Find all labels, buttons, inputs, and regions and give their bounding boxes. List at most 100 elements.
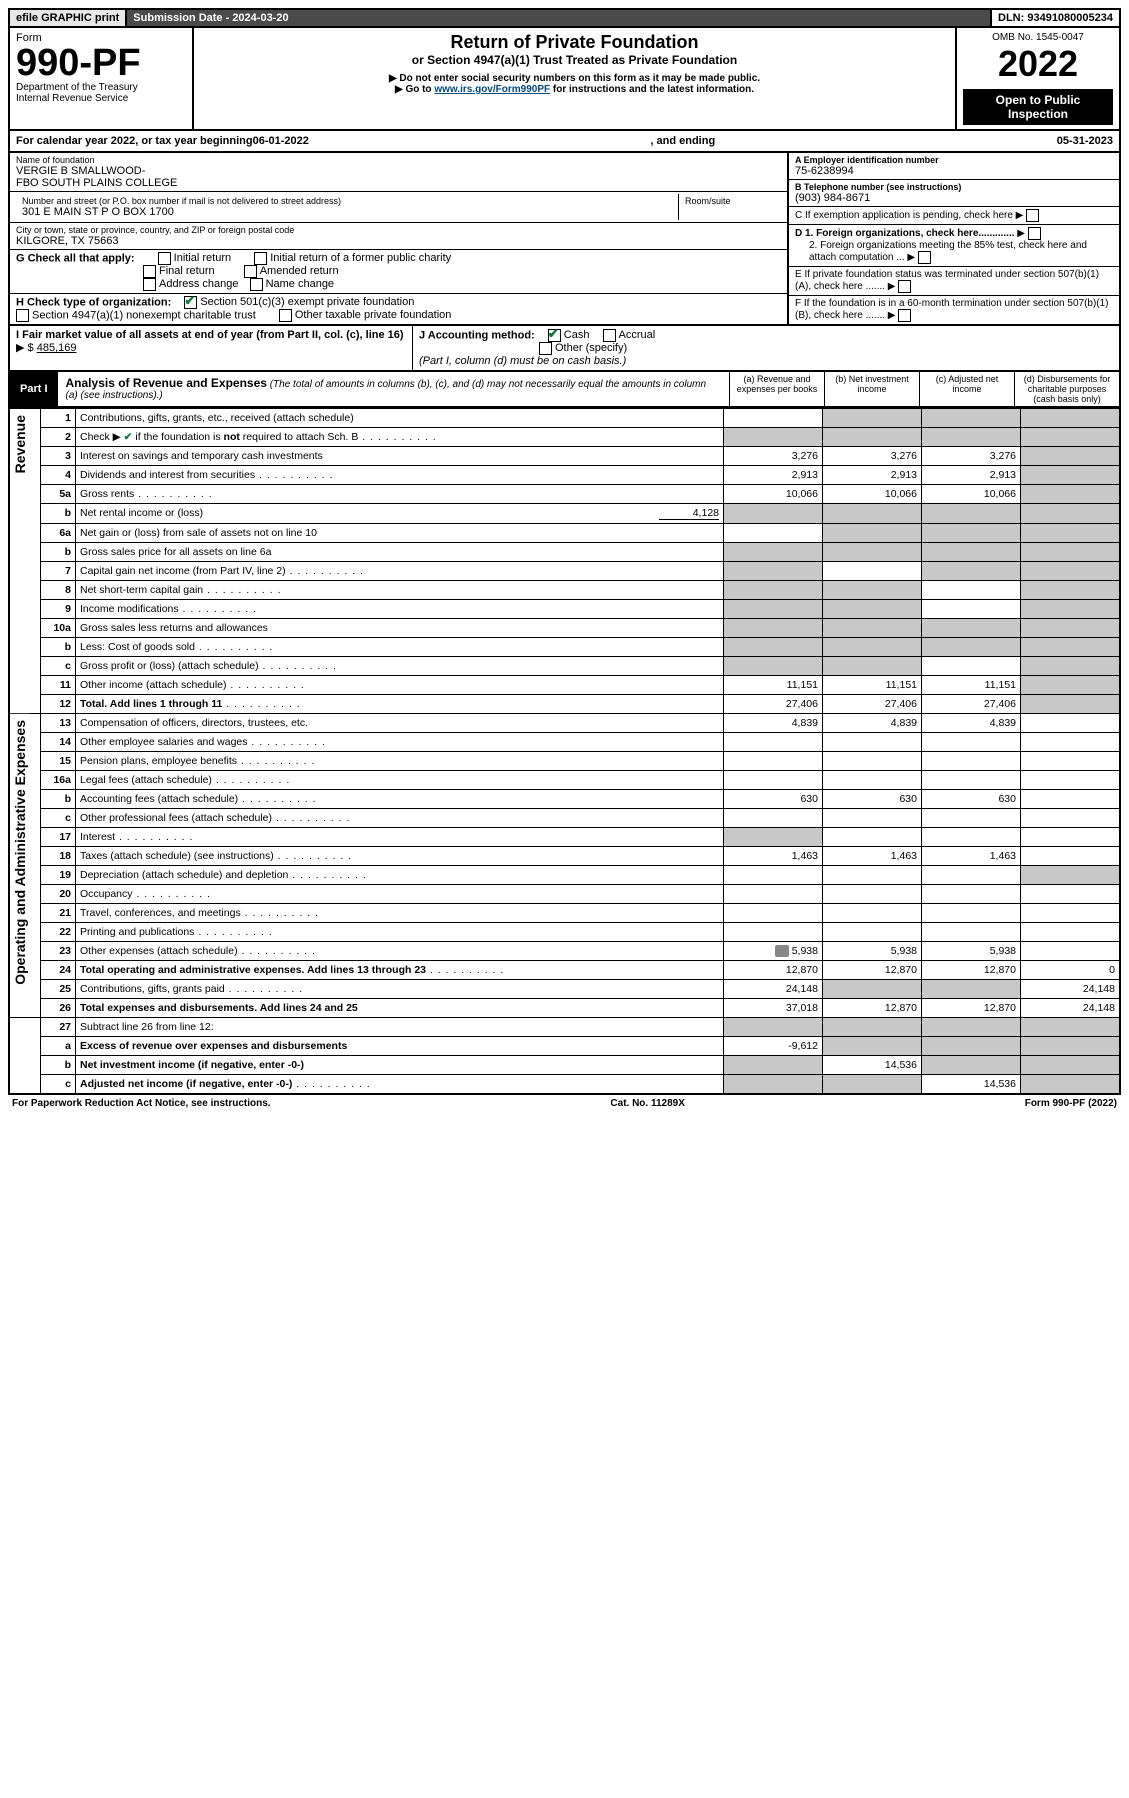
line-label: Interest on savings and temporary cash i… (76, 447, 724, 466)
cell-col-c: 14,536 (922, 1075, 1021, 1095)
checkbox-initial-public[interactable] (254, 252, 267, 265)
attachment-icon[interactable] (775, 945, 789, 957)
efile-label[interactable]: efile GRAPHIC print (10, 10, 127, 26)
part1-title: Analysis of Revenue and Expenses (66, 376, 267, 390)
table-row: 14Other employee salaries and wages (9, 733, 1120, 752)
page-footer: For Paperwork Reduction Act Notice, see … (8, 1095, 1121, 1112)
checkbox-e[interactable] (898, 280, 911, 293)
cell-col-d (1021, 1037, 1121, 1056)
line-label: Contributions, gifts, grants, etc., rece… (76, 409, 724, 428)
checkbox-501c3[interactable] (184, 296, 197, 309)
cell-col-a (724, 428, 823, 447)
cell-col-b (823, 409, 922, 428)
form-header: Form 990-PF Department of the Treasury I… (8, 28, 1121, 131)
cell-col-a: 3,276 (724, 447, 823, 466)
checkbox-name-change[interactable] (250, 278, 263, 291)
cell-col-d (1021, 447, 1121, 466)
cell-col-a (724, 1056, 823, 1075)
checkbox-d2[interactable] (918, 251, 931, 264)
line-number: c (41, 657, 76, 676)
cell-col-a: -9,612 (724, 1037, 823, 1056)
ein: 75-6238994 (795, 165, 1113, 177)
line-number: 20 (41, 885, 76, 904)
table-row: 19Depreciation (attach schedule) and dep… (9, 866, 1120, 885)
submission-date: Submission Date - 2024-03-20 (127, 10, 992, 26)
checkbox-other-taxable[interactable] (279, 309, 292, 322)
cell-col-d (1021, 942, 1121, 961)
table-row: Operating and Administrative Expenses13C… (9, 714, 1120, 733)
form-title: Return of Private Foundation (200, 32, 949, 53)
cell-col-a: 1,463 (724, 847, 823, 866)
checkbox-f[interactable] (898, 309, 911, 322)
cell-col-c (922, 885, 1021, 904)
checkbox-d1[interactable] (1028, 227, 1041, 240)
cell-col-c: 630 (922, 790, 1021, 809)
line-number: 23 (41, 942, 76, 961)
line-number: 15 (41, 752, 76, 771)
cell-col-a (724, 809, 823, 828)
box-ij: I Fair market value of all assets at end… (8, 326, 1121, 372)
line-number: b (41, 543, 76, 562)
top-bar: efile GRAPHIC print Submission Date - 20… (8, 8, 1121, 28)
cell-col-d (1021, 904, 1121, 923)
box-i-label: I Fair market value of all assets at end… (16, 329, 404, 341)
line-label: Printing and publications (76, 923, 724, 942)
cell-col-c: 12,870 (922, 999, 1021, 1018)
line-number: 3 (41, 447, 76, 466)
omb: OMB No. 1545-0047 (963, 32, 1113, 43)
cell-col-d: 0 (1021, 961, 1121, 980)
cell-col-c: 10,066 (922, 485, 1021, 504)
table-row: 8Net short-term capital gain (9, 581, 1120, 600)
checkbox-address-change[interactable] (143, 278, 156, 291)
cell-col-a (724, 866, 823, 885)
cell-col-d (1021, 428, 1121, 447)
line-number: b (41, 504, 76, 524)
dept: Department of the Treasury (16, 82, 186, 93)
cell-col-c (922, 409, 1021, 428)
cell-col-c (922, 733, 1021, 752)
note-goto: ▶ Go to www.irs.gov/Form990PF for instru… (200, 84, 949, 95)
cell-col-c: 3,276 (922, 447, 1021, 466)
cell-col-b (823, 752, 922, 771)
cell-col-a: 5,938 (724, 942, 823, 961)
cell-col-a: 37,018 (724, 999, 823, 1018)
checkbox-other-method[interactable] (539, 342, 552, 355)
part1-table: Revenue1Contributions, gifts, grants, et… (8, 408, 1121, 1095)
cell-col-b: 4,839 (823, 714, 922, 733)
cell-col-b: 3,276 (823, 447, 922, 466)
line-label: Subtract line 26 from line 12: (76, 1018, 724, 1037)
line-label: Pension plans, employee benefits (76, 752, 724, 771)
cell-col-b (823, 524, 922, 543)
line-number: 13 (41, 714, 76, 733)
cell-col-c: 4,839 (922, 714, 1021, 733)
checkbox-4947a1[interactable] (16, 309, 29, 322)
cell-col-d (1021, 695, 1121, 714)
cell-col-a (724, 733, 823, 752)
line-label: Check ▶ ✔ if the foundation is not requi… (76, 428, 724, 447)
line-label: Less: Cost of goods sold (76, 638, 724, 657)
box-h: H Check type of organization: Section 50… (10, 294, 787, 324)
checkbox-amended[interactable] (244, 265, 257, 278)
col-b-header: (b) Net investment income (824, 372, 919, 406)
checkbox-accrual[interactable] (603, 329, 616, 342)
cell-col-a (724, 1075, 823, 1095)
cell-col-c (922, 543, 1021, 562)
box-j-note: (Part I, column (d) must be on cash basi… (419, 355, 626, 367)
cell-col-a: 4,839 (724, 714, 823, 733)
checkbox-c[interactable] (1026, 209, 1039, 222)
checkbox-cash[interactable] (548, 329, 561, 342)
line-label: Net investment income (if negative, ente… (76, 1056, 724, 1075)
cell-col-a (724, 562, 823, 581)
line-label: Adjusted net income (if negative, enter … (76, 1075, 724, 1095)
cell-col-c (922, 809, 1021, 828)
line-label: Total. Add lines 1 through 11 (76, 695, 724, 714)
form-subtitle: or Section 4947(a)(1) Trust Treated as P… (200, 53, 949, 67)
checkbox-initial-return[interactable] (158, 252, 171, 265)
line-label: Occupancy (76, 885, 724, 904)
line-label: Contributions, gifts, grants paid (76, 980, 724, 999)
table-row: 10aGross sales less returns and allowanc… (9, 619, 1120, 638)
cell-col-c: 12,870 (922, 961, 1021, 980)
table-row: 21Travel, conferences, and meetings (9, 904, 1120, 923)
checkbox-final-return[interactable] (143, 265, 156, 278)
form-instructions-link[interactable]: www.irs.gov/Form990PF (434, 84, 550, 95)
